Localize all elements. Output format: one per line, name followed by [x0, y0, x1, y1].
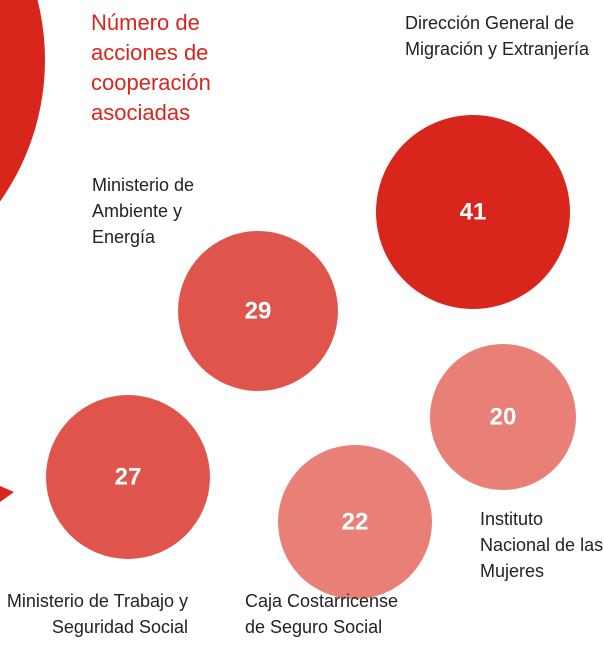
bubble-label: Dirección General de Migración y Extranj…: [405, 13, 590, 59]
bubble-label: Caja Costarricense de Seguro Social: [245, 591, 399, 637]
bubble: [430, 344, 576, 490]
bubble-value: 41: [460, 199, 487, 226]
bubble-label: Ministerio de Ambiente y Energía: [92, 175, 195, 247]
bubble-value: 20: [490, 404, 517, 431]
bubble: [178, 231, 338, 391]
bubble: [376, 115, 570, 309]
bubble-value: 29: [245, 298, 272, 325]
legend-title: Número de acciones de cooperación asocia…: [91, 10, 211, 125]
cut-off-shape: [0, 486, 14, 502]
bubble-label: Instituto Nacional de las Mujeres: [480, 509, 604, 581]
bubble-label: Ministerio de Trabajo y Seguridad Social: [6, 591, 188, 637]
bubble: [46, 395, 210, 559]
bubble-value: 22: [342, 509, 369, 536]
bubble: [278, 445, 432, 599]
bubble-value: 27: [115, 464, 142, 491]
cut-off-bubble: [0, 0, 45, 202]
